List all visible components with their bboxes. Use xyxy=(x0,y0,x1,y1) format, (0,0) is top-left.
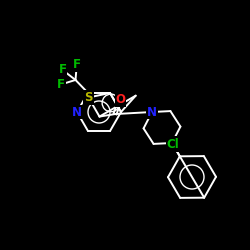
Text: N: N xyxy=(167,136,177,149)
Text: N: N xyxy=(147,106,157,118)
Text: F: F xyxy=(73,58,81,71)
Text: F: F xyxy=(57,78,65,91)
Text: F: F xyxy=(58,64,66,76)
Text: S: S xyxy=(84,91,93,104)
Text: N: N xyxy=(72,106,82,118)
Text: O: O xyxy=(116,92,126,106)
Text: Cl: Cl xyxy=(167,138,179,151)
